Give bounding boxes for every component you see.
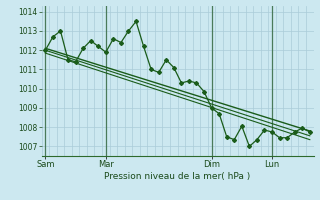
X-axis label: Pression niveau de la mer( hPa ): Pression niveau de la mer( hPa ) bbox=[104, 172, 251, 181]
